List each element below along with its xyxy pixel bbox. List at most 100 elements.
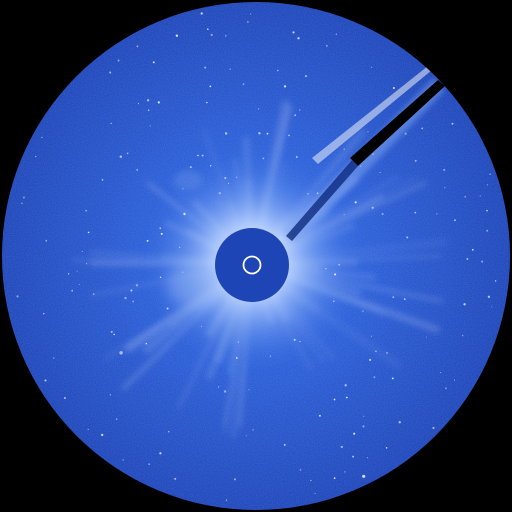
star [245,435,247,437]
star [218,386,220,388]
star-field [16,12,497,501]
star [425,336,427,338]
star [81,250,83,253]
star [204,66,207,69]
star [297,37,300,40]
star [354,201,357,204]
star [157,101,160,104]
star [367,131,369,133]
star [314,493,316,495]
star [414,211,417,214]
star [224,132,228,135]
star [366,457,369,459]
star [149,125,151,127]
star [486,184,488,186]
star [304,74,308,78]
star [375,350,377,353]
star [392,87,395,89]
star [148,463,151,466]
star [370,335,373,337]
star [242,83,245,86]
star [318,414,321,417]
star [440,372,442,374]
star [159,276,162,279]
star [362,425,365,428]
star [218,192,221,195]
star [344,384,347,387]
star [174,477,177,480]
star [229,68,231,70]
star [224,176,227,180]
star [310,479,312,482]
star [235,356,238,359]
star [236,176,238,178]
star [22,196,25,199]
star [333,398,336,401]
star [257,108,260,110]
star [35,156,37,158]
star [283,443,286,446]
star [138,103,140,105]
star [406,236,409,239]
star [183,212,186,216]
star [479,195,481,197]
star [110,122,112,125]
occulter-pylon [282,66,445,244]
star [87,231,90,234]
star [385,351,389,354]
star [398,421,401,424]
star [299,341,301,343]
star [159,452,162,455]
star [451,122,454,125]
star [266,132,269,135]
star [146,239,149,242]
star [45,239,48,242]
star [463,303,466,306]
star [444,387,447,390]
star [147,109,150,112]
star [481,260,484,263]
star [345,396,348,399]
star [175,34,179,37]
star [325,267,327,270]
star [200,326,203,328]
star [41,136,43,138]
star [432,426,435,430]
star [225,35,227,37]
star [250,13,252,15]
star [206,101,208,104]
star [471,248,474,251]
star [288,134,290,137]
star [210,165,212,167]
star [119,351,123,355]
star [237,341,240,343]
star [159,227,161,230]
star [363,415,365,417]
star [109,71,112,74]
star [421,127,424,130]
star [371,66,373,68]
star [298,109,301,111]
star [145,342,148,345]
star [124,296,127,300]
star [168,430,170,433]
star [78,283,80,286]
star [443,168,446,171]
star [252,429,254,431]
star [87,428,89,431]
star [209,85,212,88]
star [210,33,213,37]
sun-position-circle [242,255,262,275]
star [369,358,372,361]
star [86,263,88,265]
star [333,477,336,479]
star [223,390,227,393]
star [207,28,209,30]
star [248,389,250,391]
star [343,213,345,216]
star [21,202,23,204]
occulter-disk [215,228,289,302]
star [487,295,491,298]
